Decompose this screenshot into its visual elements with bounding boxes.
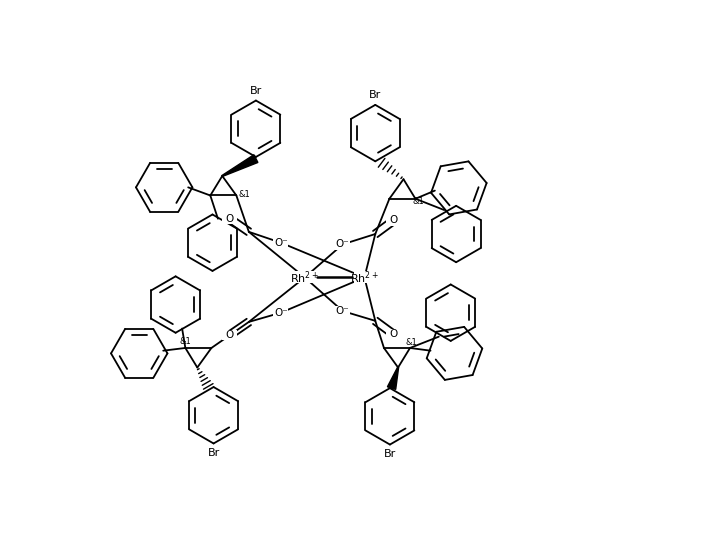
Polygon shape <box>222 154 258 176</box>
Text: &1: &1 <box>238 190 251 199</box>
Text: Br: Br <box>250 86 262 96</box>
FancyBboxPatch shape <box>223 330 238 341</box>
Text: &1: &1 <box>412 197 424 206</box>
FancyBboxPatch shape <box>294 271 316 283</box>
Text: O⁻: O⁻ <box>274 238 288 248</box>
FancyBboxPatch shape <box>274 237 289 248</box>
Text: O: O <box>225 214 234 224</box>
Text: Br: Br <box>384 449 396 459</box>
Text: Rh$^{2+}$: Rh$^{2+}$ <box>290 269 320 286</box>
Text: O⁻: O⁻ <box>336 306 350 316</box>
FancyBboxPatch shape <box>335 306 350 317</box>
Text: O: O <box>390 215 398 225</box>
Text: &1: &1 <box>406 338 417 347</box>
Text: O⁻: O⁻ <box>274 308 288 318</box>
FancyBboxPatch shape <box>386 215 401 226</box>
Text: O: O <box>390 330 398 339</box>
Text: Br: Br <box>208 448 220 458</box>
FancyBboxPatch shape <box>274 307 289 318</box>
Text: O⁻: O⁻ <box>336 239 350 249</box>
Text: O: O <box>225 330 234 340</box>
Text: &1: &1 <box>180 337 191 346</box>
Text: Br: Br <box>369 90 381 100</box>
FancyBboxPatch shape <box>353 271 376 283</box>
Text: Rh$^{2+}$: Rh$^{2+}$ <box>350 269 379 286</box>
FancyBboxPatch shape <box>223 213 238 224</box>
Polygon shape <box>388 367 398 390</box>
FancyBboxPatch shape <box>386 329 401 340</box>
FancyBboxPatch shape <box>335 239 350 250</box>
